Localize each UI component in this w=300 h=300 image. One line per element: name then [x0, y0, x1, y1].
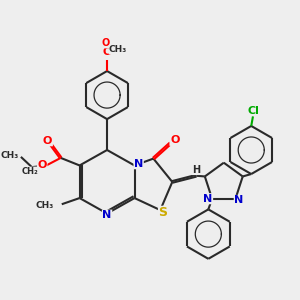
Text: CH₃: CH₃	[1, 151, 19, 160]
Text: N: N	[234, 195, 244, 206]
Text: O: O	[43, 136, 52, 146]
Text: O: O	[101, 38, 110, 48]
Text: H: H	[192, 165, 200, 175]
Text: Cl: Cl	[247, 106, 259, 116]
Text: N: N	[102, 210, 112, 220]
Text: CH₃: CH₃	[36, 202, 54, 211]
Text: O: O	[38, 160, 47, 170]
Text: N: N	[134, 159, 143, 169]
Text: O: O	[102, 47, 112, 57]
Text: O: O	[170, 135, 179, 146]
Text: CH₂: CH₂	[22, 167, 38, 176]
Text: CH₃: CH₃	[109, 45, 127, 54]
Text: S: S	[158, 206, 167, 219]
Text: N: N	[203, 194, 213, 204]
